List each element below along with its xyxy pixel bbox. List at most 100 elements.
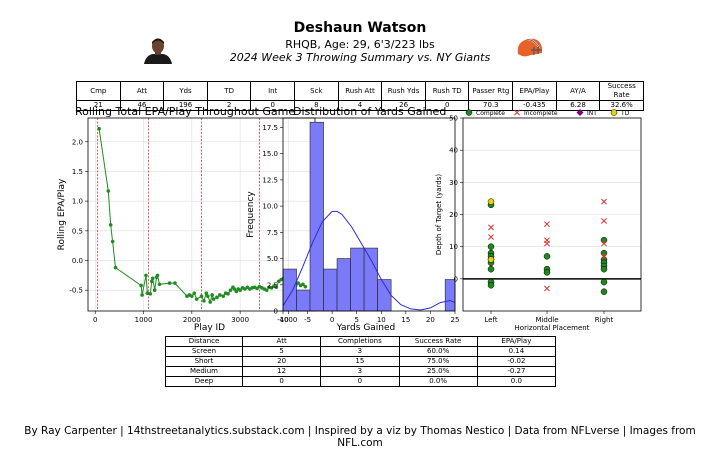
epa-data-point — [113, 265, 118, 270]
epa-data-point — [167, 281, 172, 285]
x-tick-label: 25 — [451, 316, 460, 324]
epa-data-point — [221, 294, 226, 298]
epa-data-point — [204, 291, 209, 295]
distance-cell: 60.0% — [398, 346, 478, 357]
y-tick-label: 1.0 — [72, 198, 83, 206]
x-tick-label: 2000 — [183, 316, 201, 324]
distance-cell: -0.02 — [476, 356, 557, 367]
y-tick-label: 0.0 — [72, 257, 83, 265]
yards-distribution-chart: 0 2.5 5.0 7.5 10.0 12.5 15.0 17.5 -10 -5 0 5 10 15 20 2… — [246, 117, 460, 333]
stats-header-cell: EPA/Play — [512, 81, 557, 101]
epa-data-point — [205, 294, 210, 298]
distance-header-row: Distance Att Completions Success Rate EPA/Pl… — [165, 336, 557, 347]
y-tick-label: 0 — [454, 275, 458, 283]
distance-cell: 5 — [241, 346, 322, 357]
distance-cell: Short — [165, 356, 243, 367]
distance-cell: 0.0 — [476, 376, 557, 387]
legend-marker-complete — [465, 109, 473, 116]
epa-data-point — [202, 299, 206, 303]
player-bio: RHQB, Age: 29, 6'3/223 lbs — [285, 38, 435, 51]
epa-data-point — [208, 300, 212, 304]
epa-data-point — [97, 126, 101, 131]
epa-data-point — [194, 297, 199, 301]
epa-data-point — [215, 295, 219, 300]
epa-data-point — [228, 288, 233, 293]
y-tick-label: 15.0 — [262, 150, 278, 158]
epa-data-point — [238, 288, 242, 293]
epa-data-point — [149, 279, 154, 284]
y-tick-label: 0.5 — [72, 227, 83, 235]
distance-table: Distance Att Completions Success Rate EPA/Pl… — [165, 336, 557, 387]
x-tick-label: 0 — [93, 316, 97, 324]
complete-target-marker — [600, 278, 608, 286]
complete-target-marker — [600, 288, 608, 295]
legend-marker-int — [576, 109, 584, 116]
stats-value-cell: 0 — [250, 100, 296, 111]
x-axis-label: Horizontal Placement — [515, 324, 590, 332]
x-tick-label: 4000 — [280, 316, 298, 324]
epa-data-point — [296, 281, 300, 285]
histogram-bar — [296, 289, 311, 312]
incomplete-target-marker — [601, 253, 607, 260]
complete-target-marker — [487, 282, 495, 289]
y-axis-label: Rolling EPA/Play — [57, 178, 67, 250]
stats-header-cell: Rush Att — [337, 81, 383, 101]
epa-data-point — [150, 276, 155, 281]
y-tick-label: 1.5 — [72, 168, 83, 176]
epa-data-point — [139, 283, 143, 288]
plot-frame — [282, 117, 456, 312]
stats-value-cell: 32.6% — [599, 100, 644, 111]
distance-row: Short 20 15 75.0% -0.02 — [165, 356, 557, 367]
distance-header-cell: EPA/Play — [476, 336, 557, 347]
game-stats-table: Cmp Att Yds TD Int Sck Rush Att Rush Yds Rush TD… — [76, 81, 644, 111]
rolling-epa-title: Rolling Total EPA/Play Throughout Game — [75, 105, 296, 118]
stats-header-cell: Passer Rtg — [468, 81, 514, 101]
browns-helmet-logo — [517, 38, 542, 57]
epa-data-point — [155, 273, 160, 278]
distance-cell: 75.0% — [398, 356, 478, 367]
distance-cell: -0.27 — [476, 366, 557, 377]
x-tick-label: 0 — [330, 316, 334, 324]
stats-header-cell: Yds — [163, 81, 208, 101]
x-axis-label: Yards Gained — [336, 323, 396, 333]
distance-header-cell: Completions — [320, 336, 400, 347]
stats-header-row: Cmp Att Yds TD Int Sck Rush Att Rush Yds Rush TD… — [76, 81, 644, 101]
y-tick-label: 20 — [449, 211, 458, 219]
distance-cell: 20 — [241, 356, 322, 367]
stats-header-cell: Int — [250, 81, 296, 101]
stats-value-cell: 8 — [294, 100, 339, 111]
legend-label: INT — [587, 110, 597, 117]
complete-target-marker — [543, 269, 551, 276]
x-tick-label: 10 — [377, 316, 386, 324]
incomplete-target-marker — [601, 240, 607, 247]
y-axis-label: Depth of Target (yards) — [435, 174, 443, 255]
epa-data-point — [274, 285, 279, 290]
distance-cell: 12 — [241, 366, 322, 377]
player-name: Deshaun Watson — [293, 20, 427, 36]
x-tick-label: 15 — [401, 316, 410, 324]
epa-data-point — [145, 291, 150, 295]
epa-data-point — [301, 282, 305, 287]
histogram-bar — [309, 121, 324, 312]
histogram-bar — [363, 247, 378, 312]
incomplete-target-marker — [488, 224, 494, 231]
epa-data-point — [144, 273, 148, 278]
histogram-bar — [336, 258, 351, 312]
complete-target-marker — [543, 253, 551, 260]
incomplete-target-marker — [488, 234, 494, 240]
epa-data-point — [218, 293, 222, 297]
incomplete-target-marker — [601, 217, 607, 224]
distance-cell: 3 — [320, 346, 400, 357]
rolling-epa-chart: -0.5 0.0 0.5 1.0 1.5 2.0 0 1000 2000 3000 4000 Play… — [57, 117, 316, 333]
legend-marker-td — [610, 109, 618, 116]
y-tick-label: 10 — [449, 243, 458, 251]
footer-credits: By Ray Carpenter | 14thstreetanalytics.s… — [24, 425, 696, 449]
epa-data-point — [303, 284, 308, 289]
epa-data-point — [148, 291, 153, 296]
stats-value-cell: 4 — [337, 100, 383, 111]
distance-header-cell: Distance — [165, 336, 243, 347]
complete-target-marker — [600, 236, 608, 244]
td-target-marker — [487, 198, 495, 205]
y-tick-label: 10.0 — [262, 203, 278, 211]
distance-cell: 0 — [320, 376, 400, 387]
